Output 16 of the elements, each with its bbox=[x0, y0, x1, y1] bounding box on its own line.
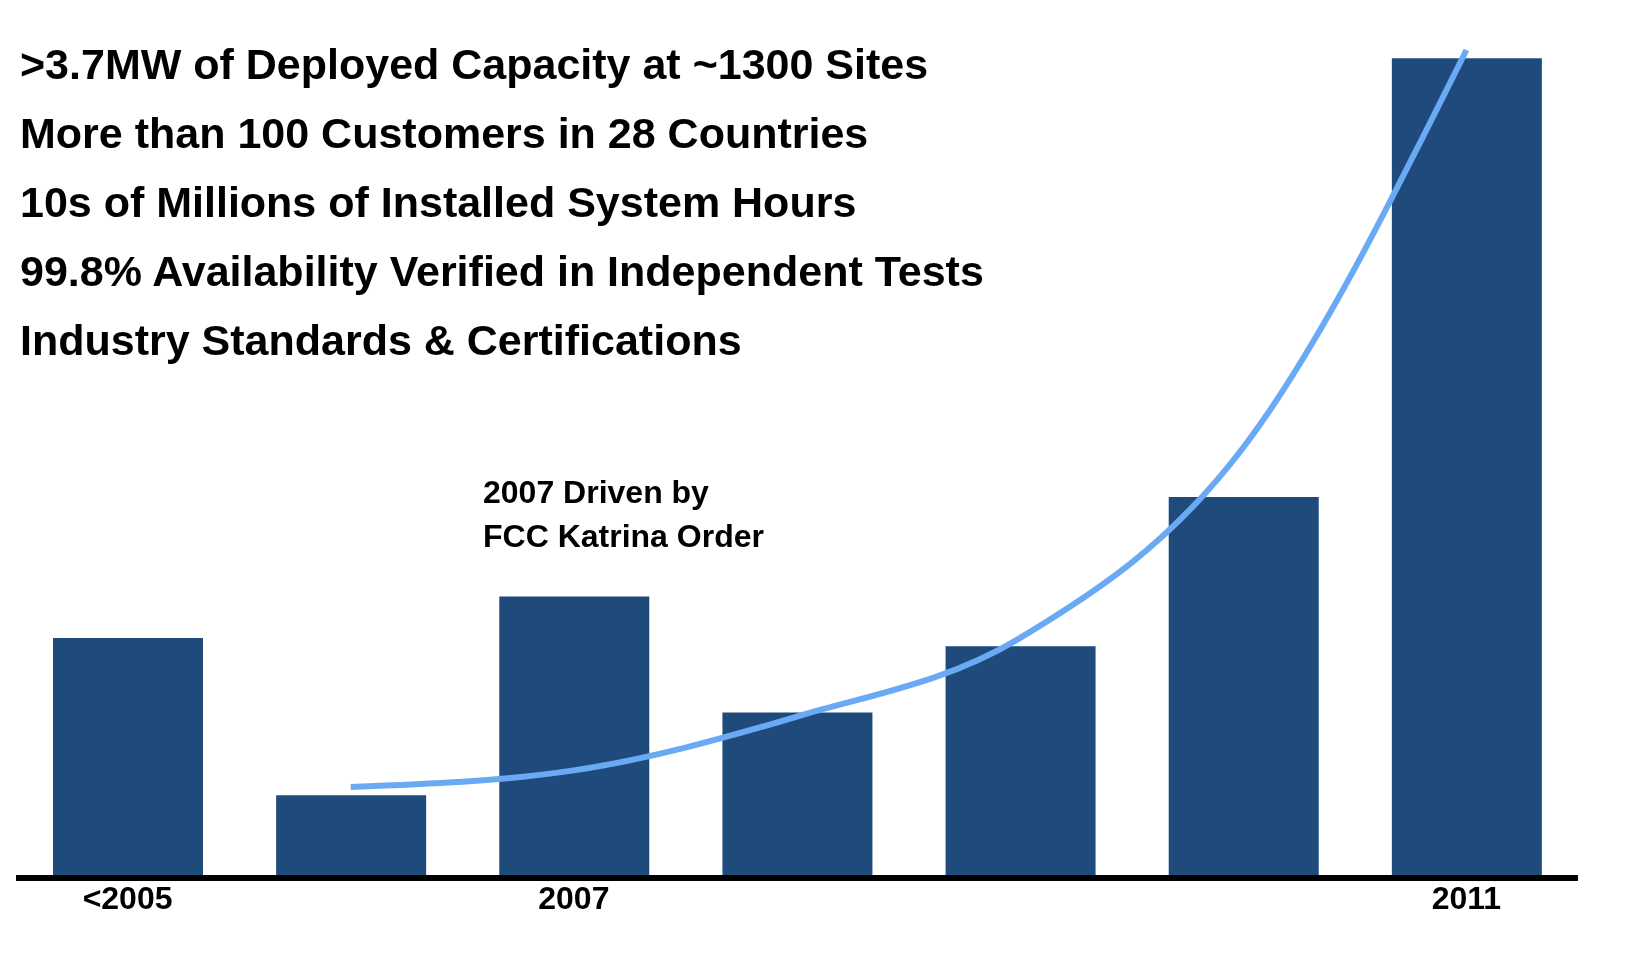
bar bbox=[945, 646, 1096, 878]
annotation: 10s of Millions of Installed System Hours bbox=[20, 177, 858, 228]
x-tick-label: 2007 bbox=[538, 879, 610, 916]
bar bbox=[499, 596, 650, 878]
bar bbox=[276, 795, 427, 878]
annotation: More than 100 Customers in 28 Countries bbox=[20, 108, 870, 159]
x-tick-label: <2005 bbox=[82, 879, 173, 916]
bar bbox=[1391, 58, 1542, 878]
annotation: Industry Standards & Certifications bbox=[20, 315, 743, 366]
annotation: 2007 Driven by FCC Katrina Order bbox=[483, 473, 764, 556]
annotation: 99.8% Availability Verified in Independent Tests bbox=[20, 246, 984, 297]
bar bbox=[53, 637, 203, 878]
bar bbox=[722, 712, 873, 878]
bar bbox=[1168, 497, 1319, 878]
x-tick-label: 2011 bbox=[1431, 879, 1502, 916]
annotation: >3.7MW of Deployed Capacity at ~1300 Sites bbox=[20, 39, 930, 90]
